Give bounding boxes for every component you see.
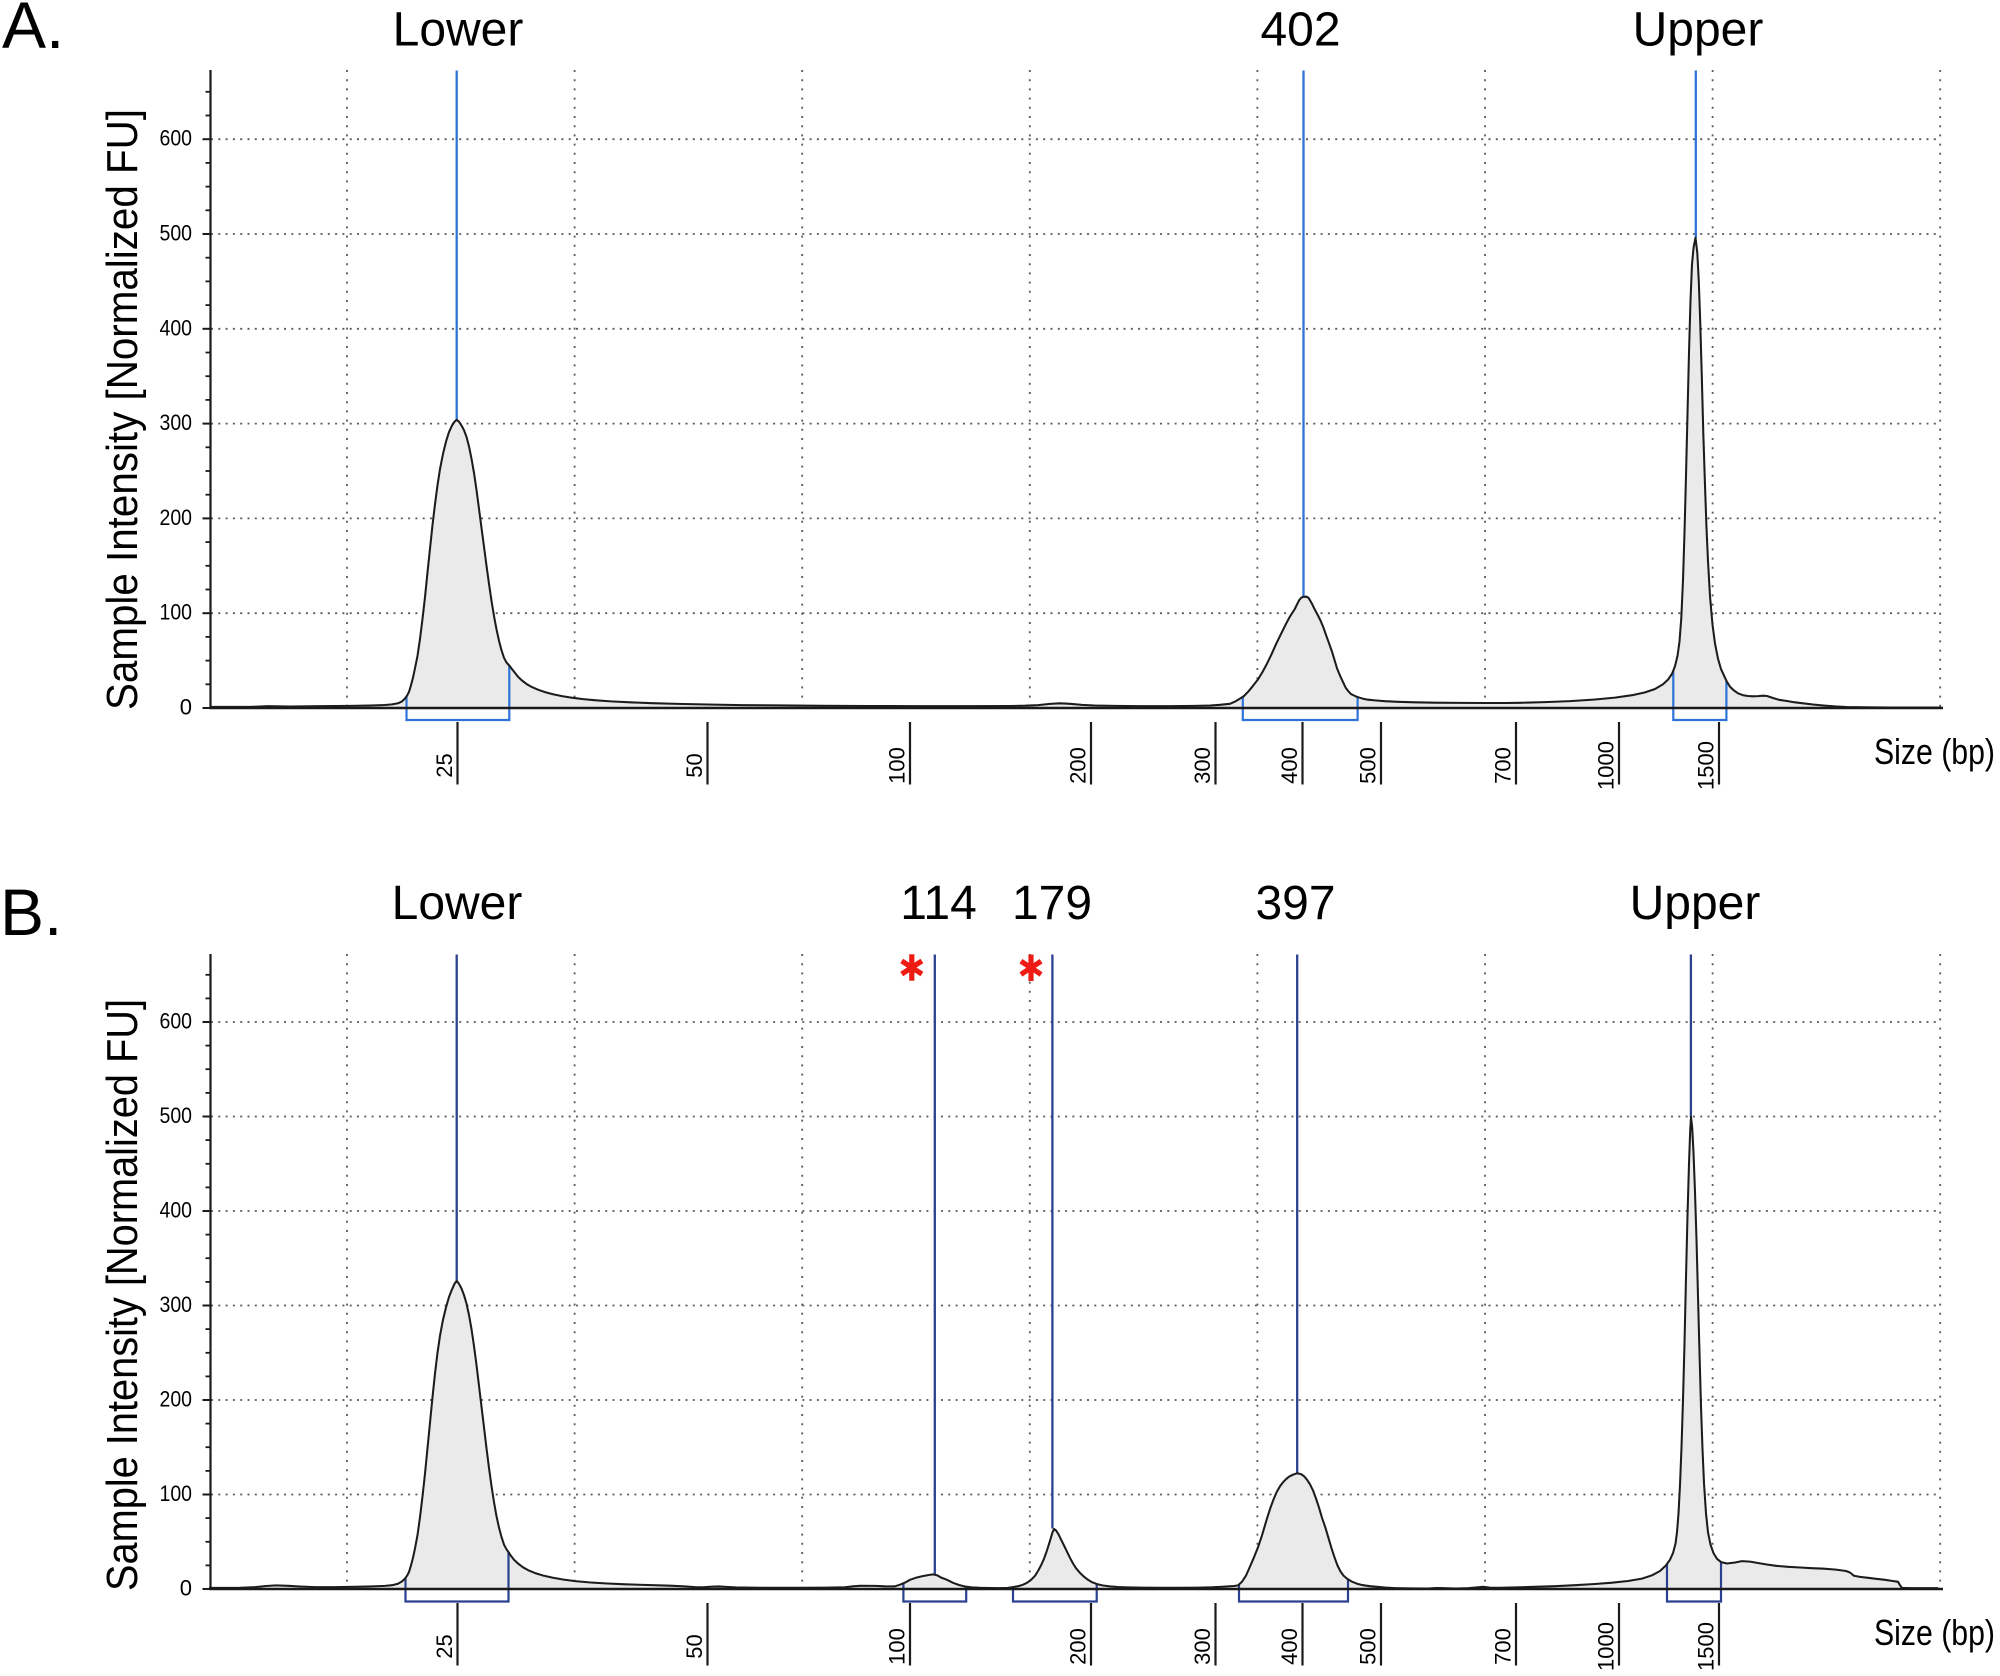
svg-text:1500: 1500 [1694, 741, 1719, 790]
svg-text:100: 100 [885, 1628, 910, 1665]
svg-text:300: 300 [160, 410, 193, 435]
svg-text:Sample Intensity [Normalized F: Sample Intensity [Normalized FU] [98, 109, 147, 710]
svg-text:400: 400 [1277, 1628, 1302, 1665]
svg-text:Lower: Lower [393, 4, 524, 57]
svg-text:600: 600 [160, 126, 193, 151]
svg-text:A.: A. [2, 0, 64, 62]
svg-text:200: 200 [160, 1387, 193, 1412]
svg-text:0: 0 [180, 1576, 192, 1601]
svg-text:B.: B. [0, 875, 62, 949]
svg-text:1000: 1000 [1594, 1622, 1619, 1671]
svg-text:200: 200 [160, 505, 193, 530]
svg-text:400: 400 [160, 1198, 193, 1223]
svg-text:Size (bp): Size (bp) [1874, 731, 1995, 772]
svg-text:500: 500 [1356, 1628, 1381, 1665]
svg-text:300: 300 [160, 1292, 193, 1317]
svg-text:50: 50 [682, 1634, 707, 1658]
svg-text:397: 397 [1255, 877, 1335, 930]
svg-text:200: 200 [1066, 747, 1091, 784]
svg-text:600: 600 [160, 1009, 193, 1034]
svg-text:Upper: Upper [1633, 4, 1764, 57]
svg-text:400: 400 [160, 315, 193, 340]
svg-text:500: 500 [160, 221, 193, 246]
svg-text:50: 50 [682, 753, 707, 777]
svg-text:0: 0 [180, 695, 192, 720]
svg-text:300: 300 [1190, 747, 1215, 784]
svg-text:500: 500 [1356, 747, 1381, 784]
svg-text:500: 500 [160, 1103, 193, 1128]
svg-text:1500: 1500 [1694, 1622, 1719, 1671]
svg-text:25: 25 [432, 753, 457, 777]
svg-text:25: 25 [432, 1634, 457, 1658]
svg-text:Upper: Upper [1630, 877, 1761, 930]
svg-text:400: 400 [1277, 747, 1302, 784]
svg-text:700: 700 [1491, 747, 1516, 784]
svg-text:300: 300 [1190, 1628, 1215, 1665]
svg-text:179: 179 [1012, 877, 1092, 930]
svg-text:114: 114 [900, 877, 977, 930]
svg-text:200: 200 [1066, 1628, 1091, 1665]
svg-text:100: 100 [885, 747, 910, 784]
svg-text:100: 100 [160, 600, 193, 625]
svg-text:Sample Intensity [Normalized F: Sample Intensity [Normalized FU] [98, 999, 147, 1591]
svg-text:402: 402 [1260, 4, 1340, 57]
svg-text:Size (bp): Size (bp) [1874, 1612, 1995, 1653]
svg-text:Lower: Lower [392, 877, 523, 930]
svg-text:100: 100 [160, 1481, 193, 1506]
svg-text:1000: 1000 [1594, 741, 1619, 790]
svg-text:700: 700 [1491, 1628, 1516, 1665]
